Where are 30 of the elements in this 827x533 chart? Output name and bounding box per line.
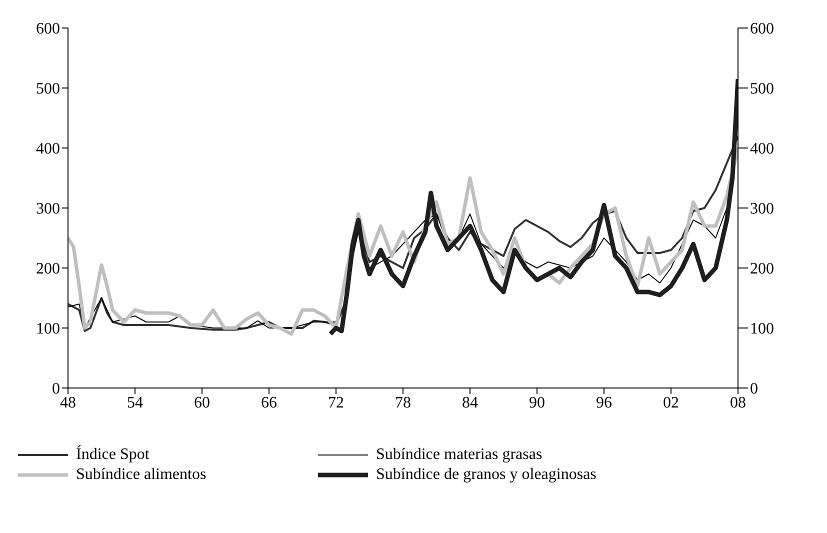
x-tick-label: 02	[663, 394, 679, 412]
x-tick-label: 84	[462, 394, 478, 412]
y-tick-label: 600	[36, 20, 60, 38]
y-tick-label: 200	[36, 260, 60, 278]
legend-label: Subíndice de granos y oleaginosas	[376, 466, 596, 484]
x-tick-label: 60	[194, 394, 210, 412]
y2-tick-label: 0	[750, 380, 758, 398]
x-tick-label: 66	[261, 394, 277, 412]
y-tick-label: 300	[36, 200, 60, 218]
legend-label: Subíndice alimentos	[76, 466, 206, 484]
y2-tick-label: 400	[750, 140, 774, 158]
y-tick-label: 100	[36, 320, 60, 338]
x-tick-label: 48	[60, 394, 76, 412]
x-tick-label: 08	[730, 394, 746, 412]
legend-label: Índice Spot	[76, 446, 150, 464]
y2-tick-label: 100	[750, 320, 774, 338]
x-tick-label: 78	[395, 394, 411, 412]
x-tick-label: 72	[328, 394, 344, 412]
y2-tick-label: 200	[750, 260, 774, 278]
y2-tick-label: 500	[750, 80, 774, 98]
y2-tick-label: 300	[750, 200, 774, 218]
x-tick-label: 96	[596, 394, 612, 412]
legend-label: Subíndice materias grasas	[376, 446, 542, 464]
x-tick-label: 54	[127, 394, 143, 412]
y-tick-label: 0	[52, 380, 60, 398]
line-series	[328, 76, 738, 336]
x-tick-label: 90	[529, 394, 545, 412]
y-tick-label: 500	[36, 80, 60, 98]
y-tick-label: 400	[36, 140, 60, 158]
y2-tick-label: 600	[750, 20, 774, 38]
